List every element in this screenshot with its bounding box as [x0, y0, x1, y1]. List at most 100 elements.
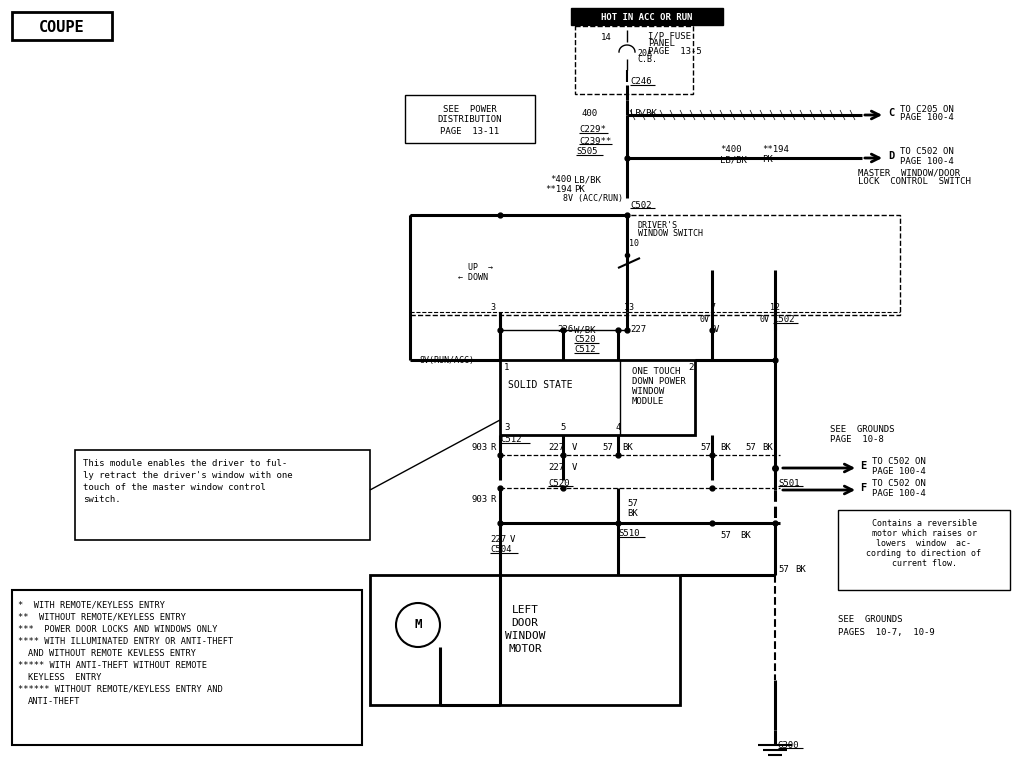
- Text: 0V: 0V: [760, 315, 770, 325]
- Text: V: V: [572, 464, 578, 473]
- Text: UP  →: UP →: [468, 264, 493, 273]
- Text: WINDOW: WINDOW: [505, 631, 545, 641]
- Text: 0V: 0V: [700, 315, 710, 325]
- Text: S510: S510: [618, 528, 640, 537]
- Text: motor which raises or: motor which raises or: [871, 530, 977, 539]
- Text: LB/BK: LB/BK: [720, 156, 746, 164]
- Text: TO C502 ON: TO C502 ON: [872, 458, 926, 467]
- Text: C246: C246: [630, 78, 651, 87]
- Text: SEE  POWER: SEE POWER: [443, 105, 497, 113]
- Bar: [75, 450, 370, 540]
- Text: 57: 57: [745, 442, 756, 451]
- Text: BK: BK: [720, 442, 731, 451]
- Text: M: M: [415, 619, 422, 632]
- Text: TO C502 ON: TO C502 ON: [900, 147, 953, 157]
- Text: SEE  GROUNDS: SEE GROUNDS: [838, 616, 902, 625]
- Text: ONE TOUCH: ONE TOUCH: [632, 368, 680, 376]
- Text: R: R: [490, 496, 496, 505]
- Text: PAGE 100-4: PAGE 100-4: [872, 467, 926, 476]
- Text: C512: C512: [500, 435, 521, 445]
- Text: KEYLESS  ENTRY: KEYLESS ENTRY: [28, 673, 101, 682]
- Text: 57: 57: [720, 530, 731, 540]
- Text: C.B.: C.B.: [637, 55, 657, 65]
- Text: 57: 57: [778, 565, 788, 575]
- Text: R: R: [490, 442, 496, 451]
- Text: V: V: [714, 325, 720, 334]
- Text: C512: C512: [574, 346, 596, 354]
- Text: BK: BK: [740, 530, 751, 540]
- Text: BK: BK: [622, 442, 633, 451]
- Text: V: V: [510, 536, 515, 544]
- Text: C504: C504: [490, 546, 512, 555]
- Text: 57: 57: [627, 499, 638, 508]
- Bar: [838, 510, 1010, 590]
- Text: ly retract the driver's window with one: ly retract the driver's window with one: [83, 471, 293, 480]
- Text: **194: **194: [762, 144, 788, 154]
- Text: PAGES  10-7,  10-9: PAGES 10-7, 10-9: [838, 628, 935, 637]
- Text: C239**: C239**: [579, 137, 611, 145]
- Bar: [575, 26, 693, 94]
- Text: 227: 227: [630, 325, 646, 334]
- Text: C520: C520: [574, 335, 596, 344]
- Text: PK: PK: [762, 156, 773, 164]
- Text: E: E: [860, 461, 866, 471]
- Text: COUPE: COUPE: [39, 21, 85, 36]
- Text: Contains a reversible: Contains a reversible: [871, 520, 977, 528]
- Text: 4: 4: [615, 423, 621, 432]
- Text: 226: 226: [557, 325, 573, 334]
- Text: F: F: [860, 483, 866, 493]
- Text: PANEL: PANEL: [648, 40, 675, 49]
- Text: MODULE: MODULE: [632, 397, 665, 407]
- Text: S501: S501: [778, 479, 800, 487]
- Text: G300: G300: [778, 740, 800, 749]
- Text: S505: S505: [575, 147, 597, 157]
- Bar: [12, 12, 112, 40]
- Text: PAGE 100-4: PAGE 100-4: [872, 489, 926, 498]
- Text: D: D: [888, 151, 894, 161]
- Bar: [500, 360, 695, 435]
- Text: 903: 903: [472, 442, 488, 451]
- Text: C520: C520: [548, 479, 569, 487]
- Text: ***** WITH ANTI-THEFT WITHOUT REMOTE: ***** WITH ANTI-THEFT WITHOUT REMOTE: [18, 660, 207, 670]
- Text: 8V(RUN/ACC): 8V(RUN/ACC): [420, 356, 475, 365]
- Text: *  WITH REMOTE/KEYLESS ENTRY: * WITH REMOTE/KEYLESS ENTRY: [18, 600, 165, 610]
- Bar: [571, 8, 723, 25]
- Text: PAGE 100-4: PAGE 100-4: [900, 113, 953, 122]
- Text: 14: 14: [601, 33, 611, 43]
- Text: I/P FUSE: I/P FUSE: [648, 31, 691, 40]
- Text: cording to direction of: cording to direction of: [866, 549, 981, 559]
- Text: LOCK  CONTROL  SWITCH: LOCK CONTROL SWITCH: [858, 178, 971, 186]
- Text: 1: 1: [504, 363, 509, 372]
- Text: 227: 227: [548, 464, 564, 473]
- Text: TO C205 ON: TO C205 ON: [900, 105, 953, 113]
- Text: AND WITHOUT REMOTE KEVLESS ENTRY: AND WITHOUT REMOTE KEVLESS ENTRY: [28, 648, 196, 657]
- Text: WINDOW: WINDOW: [632, 388, 665, 397]
- Text: PAGE  13-11: PAGE 13-11: [440, 126, 500, 135]
- Text: MOTOR: MOTOR: [508, 644, 542, 654]
- Text: 10: 10: [629, 239, 639, 248]
- Text: 227: 227: [548, 442, 564, 451]
- Text: 13: 13: [624, 302, 634, 312]
- Text: 7: 7: [710, 302, 715, 312]
- Text: DISTRIBUTION: DISTRIBUTION: [437, 116, 502, 125]
- Text: DOWN POWER: DOWN POWER: [632, 378, 686, 387]
- Text: BK: BK: [762, 442, 773, 451]
- Text: MASTER  WINDOW/DOOR: MASTER WINDOW/DOOR: [858, 169, 961, 178]
- Text: 903: 903: [472, 496, 488, 505]
- Text: TO C502 ON: TO C502 ON: [872, 480, 926, 489]
- Text: **** WITH ILLUMINATED ENTRY OR ANTI-THEFT: **** WITH ILLUMINATED ENTRY OR ANTI-THEF…: [18, 637, 233, 645]
- Bar: [12, 590, 362, 745]
- Text: ← DOWN: ← DOWN: [458, 274, 488, 283]
- Text: ****** WITHOUT REMOTE/KEYLESS ENTRY AND: ****** WITHOUT REMOTE/KEYLESS ENTRY AND: [18, 685, 223, 693]
- Text: C: C: [888, 108, 894, 118]
- Bar: [406, 95, 535, 143]
- Text: PAGE  10-8: PAGE 10-8: [830, 435, 884, 444]
- Text: C502: C502: [773, 315, 795, 325]
- Bar: [410, 215, 900, 315]
- Text: 57: 57: [602, 442, 612, 451]
- Text: switch.: switch.: [83, 496, 121, 505]
- Text: current flow.: current flow.: [892, 559, 956, 568]
- Text: SEE  GROUNDS: SEE GROUNDS: [830, 426, 895, 435]
- Text: This module enables the driver to ful-: This module enables the driver to ful-: [83, 460, 288, 468]
- Text: 8V (ACC/RUN): 8V (ACC/RUN): [563, 195, 623, 204]
